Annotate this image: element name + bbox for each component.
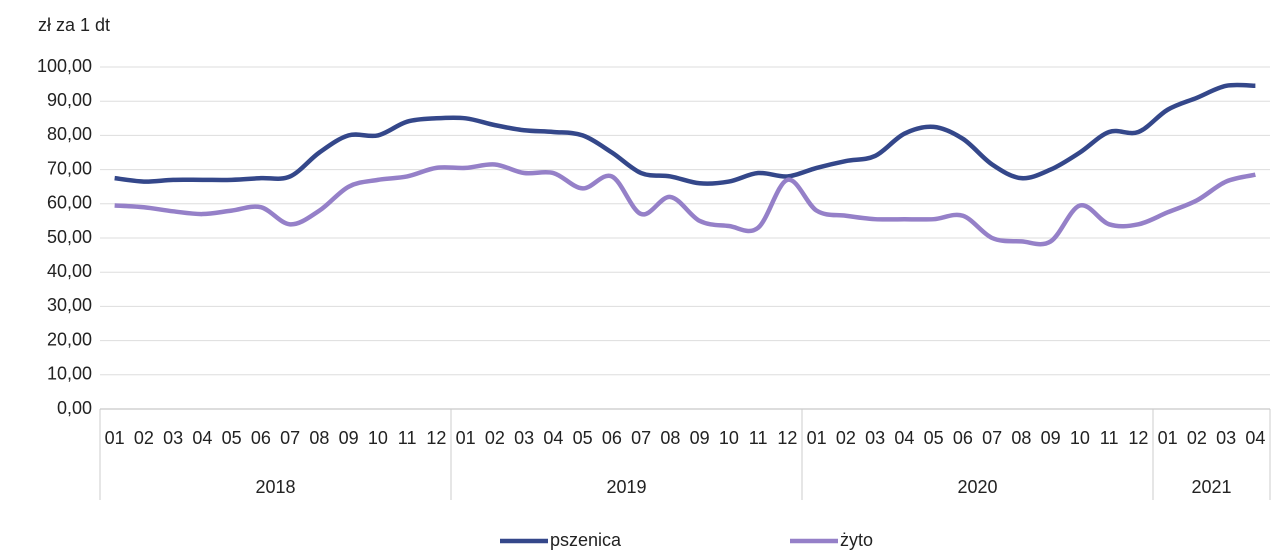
x-group-label: 2019 <box>606 477 646 497</box>
x-tick-label: 12 <box>777 428 797 448</box>
x-tick-label: 01 <box>807 428 827 448</box>
x-tick-label: 03 <box>865 428 885 448</box>
x-tick-label: 06 <box>602 428 622 448</box>
x-group-label: 2018 <box>255 477 295 497</box>
x-tick-label: 11 <box>1100 428 1119 448</box>
x-tick-label: 02 <box>134 428 154 448</box>
x-group-label: 2020 <box>957 477 997 497</box>
x-tick-label: 09 <box>690 428 710 448</box>
x-tick-label: 02 <box>1187 428 1207 448</box>
x-tick-label: 02 <box>485 428 505 448</box>
y-tick-label: 80,00 <box>47 124 92 144</box>
x-tick-label: 06 <box>251 428 271 448</box>
x-tick-label: 03 <box>514 428 534 448</box>
x-tick-label: 12 <box>426 428 446 448</box>
y-axis-label: zł za 1 dt <box>38 15 110 35</box>
x-tick-label: 07 <box>631 428 651 448</box>
x-tick-label: 11 <box>749 428 768 448</box>
y-tick-label: 100,00 <box>37 56 92 76</box>
x-tick-label: 04 <box>894 428 914 448</box>
x-tick-label: 01 <box>105 428 125 448</box>
legend-label: żyto <box>840 530 873 550</box>
series-line <box>114 162 1256 247</box>
y-tick-label: 0,00 <box>57 398 92 418</box>
x-tick-label: 08 <box>660 428 680 448</box>
x-tick-label: 10 <box>719 428 739 448</box>
y-tick-label: 20,00 <box>47 329 92 349</box>
y-tick-label: 60,00 <box>47 193 92 213</box>
x-tick-label: 01 <box>456 428 476 448</box>
x-tick-label: 06 <box>953 428 973 448</box>
x-tick-label: 08 <box>309 428 329 448</box>
x-tick-label: 09 <box>339 428 359 448</box>
y-tick-label: 30,00 <box>47 295 92 315</box>
x-tick-label: 02 <box>836 428 856 448</box>
y-tick-label: 70,00 <box>47 158 92 178</box>
y-tick-label: 90,00 <box>47 90 92 110</box>
y-tick-label: 50,00 <box>47 227 92 247</box>
x-tick-label: 08 <box>1011 428 1031 448</box>
x-tick-label: 05 <box>573 428 593 448</box>
x-tick-label: 04 <box>192 428 212 448</box>
x-tick-label: 04 <box>1245 428 1265 448</box>
legend-label: pszenica <box>550 530 622 550</box>
x-tick-label: 11 <box>398 428 417 448</box>
x-tick-label: 07 <box>982 428 1002 448</box>
y-tick-label: 10,00 <box>47 364 92 384</box>
x-tick-label: 07 <box>280 428 300 448</box>
x-tick-label: 09 <box>1041 428 1061 448</box>
x-tick-label: 05 <box>222 428 242 448</box>
x-tick-label: 10 <box>1070 428 1090 448</box>
x-tick-label: 04 <box>543 428 563 448</box>
y-tick-label: 40,00 <box>47 261 92 281</box>
x-tick-label: 03 <box>1216 428 1236 448</box>
x-group-label: 2021 <box>1191 477 1231 497</box>
x-tick-label: 05 <box>924 428 944 448</box>
x-tick-label: 12 <box>1128 428 1148 448</box>
x-tick-label: 03 <box>163 428 183 448</box>
x-tick-label: 01 <box>1158 428 1178 448</box>
x-tick-label: 10 <box>368 428 388 448</box>
series-line <box>114 82 1256 186</box>
